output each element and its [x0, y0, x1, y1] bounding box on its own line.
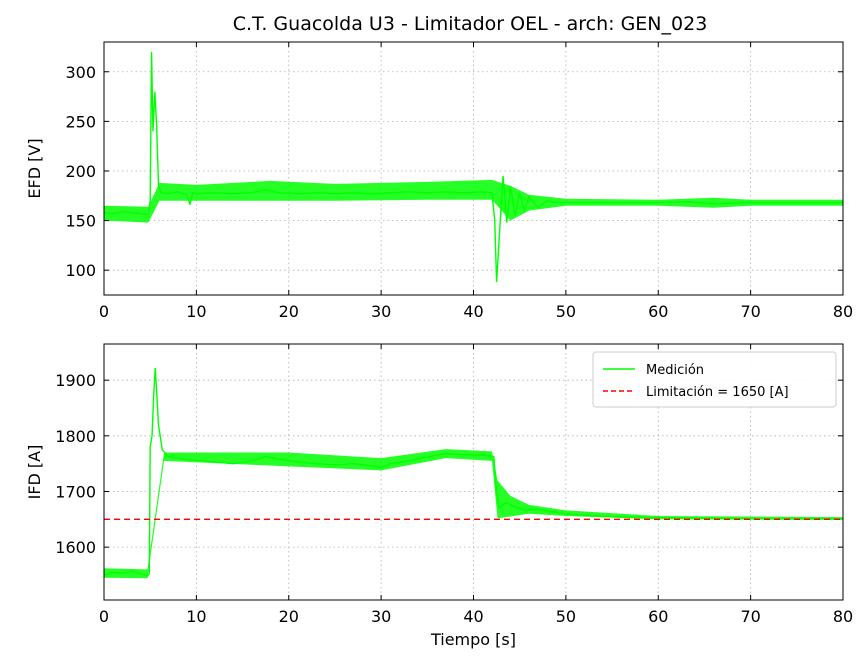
measurement-line — [103, 367, 843, 577]
y-tick-label: 1700 — [55, 482, 96, 501]
y-tick-label: 1600 — [55, 538, 96, 557]
x-tick-label: 60 — [648, 607, 668, 626]
y-tick-label: 250 — [65, 112, 96, 131]
top-ticks: 0 10 20 30 40 50 60 70 80 100 150 200 250 300 — [65, 42, 853, 321]
bottom-plot-ifd: 0 10 20 30 40 50 60 70 80 1600 1700 1800 1900 IFD [A… — [25, 343, 853, 649]
top-series — [103, 51, 843, 283]
x-tick-label: 80 — [833, 607, 853, 626]
x-tick-label: 50 — [556, 302, 576, 321]
x-tick-label: 70 — [740, 302, 760, 321]
x-tick-label: 60 — [648, 302, 668, 321]
series-noise-band — [104, 179, 843, 223]
x-tick-label: 40 — [463, 607, 483, 626]
legend-label-limitacion: Limitación = 1650 [A] — [646, 385, 789, 400]
y-tick-label: 200 — [65, 162, 96, 181]
x-tick-label: 30 — [371, 607, 391, 626]
bottom-grid — [104, 344, 843, 600]
x-tick-label: 40 — [463, 302, 483, 321]
top-plot-efd: 0 10 20 30 40 50 60 70 80 100 150 200 250 300 EFD [V] — [25, 41, 853, 321]
bottom-x-axis-label: Tiempo [s] — [430, 630, 516, 649]
legend: Medición Limitación = 1650 [A] — [592, 351, 837, 408]
x-tick-label: 50 — [556, 607, 576, 626]
bottom-y-axis-label: IFD [A] — [25, 445, 44, 500]
bottom-ticks: 0 10 20 30 40 50 60 70 80 1600 1700 1800 1900 — [55, 344, 853, 626]
top-grid — [104, 42, 843, 295]
legend-label-medicion: Medición — [646, 363, 704, 378]
y-tick-label: 100 — [65, 261, 96, 280]
y-tick-label: 300 — [65, 63, 96, 82]
x-tick-label: 20 — [279, 302, 299, 321]
x-tick-label: 0 — [99, 607, 109, 626]
top-noise-band — [104, 179, 843, 223]
bottom-noise-band — [104, 449, 843, 579]
top-y-axis-label: EFD [V] — [25, 138, 44, 198]
series-noise-band — [104, 449, 843, 579]
x-tick-label: 20 — [279, 607, 299, 626]
y-tick-label: 1900 — [55, 371, 96, 390]
y-tick-label: 1800 — [55, 427, 96, 446]
x-tick-label: 10 — [186, 607, 206, 626]
measurement-line — [103, 51, 843, 283]
legend-box — [592, 351, 837, 408]
x-tick-label: 70 — [740, 607, 760, 626]
bottom-series — [103, 367, 843, 577]
y-tick-label: 150 — [65, 212, 96, 231]
x-tick-label: 80 — [833, 302, 853, 321]
x-tick-label: 30 — [371, 302, 391, 321]
x-tick-label: 0 — [99, 302, 109, 321]
chart-title: C.T. Guacolda U3 - Limitador OEL - arch:… — [233, 13, 708, 35]
x-tick-label: 10 — [186, 302, 206, 321]
